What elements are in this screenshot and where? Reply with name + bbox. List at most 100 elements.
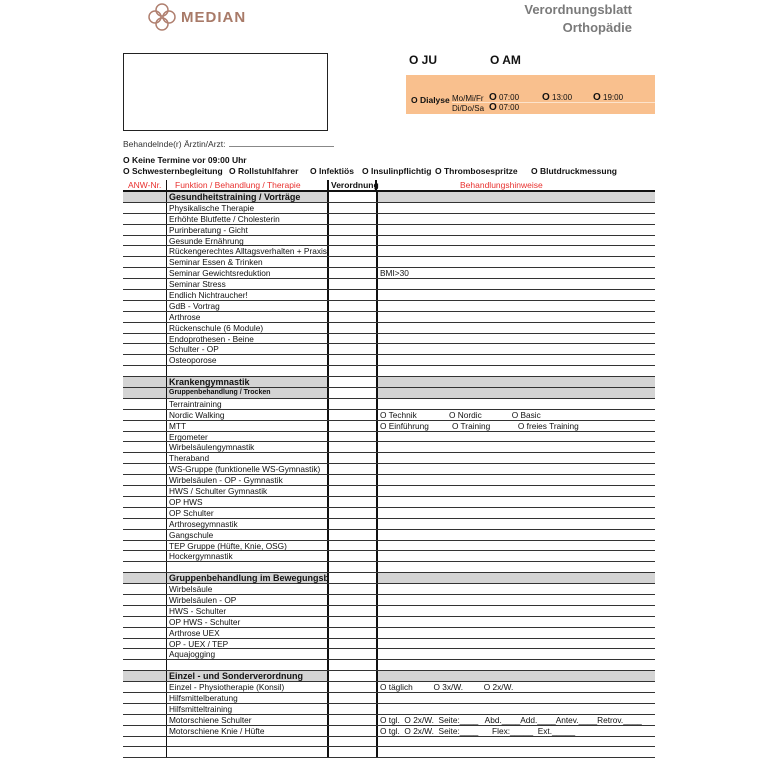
- hinweis-cell[interactable]: [376, 475, 655, 486]
- anw-cell[interactable]: [123, 268, 166, 278]
- patient-label-box[interactable]: [123, 53, 328, 131]
- anw-cell[interactable]: [123, 649, 166, 659]
- anw-cell[interactable]: [123, 279, 166, 289]
- hinweis-cell[interactable]: [376, 605, 655, 616]
- verordnung-cell[interactable]: [327, 333, 376, 344]
- hinweis-cell[interactable]: [376, 366, 655, 377]
- verordnung-cell[interactable]: [327, 257, 376, 268]
- anw-cell[interactable]: [123, 726, 166, 736]
- hinweis-cell[interactable]: [376, 322, 655, 333]
- hinweis-cell[interactable]: [376, 246, 655, 257]
- anw-cell[interactable]: [123, 606, 166, 616]
- verordnung-cell[interactable]: [327, 551, 376, 562]
- verordnung-cell[interactable]: [327, 660, 376, 671]
- verordnung-cell[interactable]: [327, 616, 376, 627]
- hinweis-cell[interactable]: [376, 202, 655, 213]
- hinweis-cell[interactable]: [376, 311, 655, 322]
- anw-cell[interactable]: [123, 541, 166, 551]
- anw-cell[interactable]: [123, 562, 166, 572]
- hinweis-cell[interactable]: O täglich O 3x/W. O 2x/W.: [376, 682, 655, 692]
- hinweis-cell[interactable]: [376, 398, 655, 409]
- hinweis-cell[interactable]: [376, 562, 655, 573]
- verordnung-cell[interactable]: [327, 344, 376, 355]
- hinweis-cell[interactable]: [376, 235, 655, 246]
- verordnung-cell[interactable]: [327, 638, 376, 649]
- anw-cell[interactable]: [123, 584, 166, 594]
- hinweis-cell[interactable]: O tgl. O 2x/W. Seite:____ Flex:_____ Ext…: [376, 725, 655, 736]
- hinweis-cell[interactable]: [376, 224, 655, 235]
- anw-cell[interactable]: [123, 290, 166, 300]
- verordnung-cell[interactable]: [327, 540, 376, 551]
- anw-cell[interactable]: [123, 693, 166, 703]
- hinweis-cell[interactable]: [376, 290, 655, 300]
- doctor-field[interactable]: Behandelnde(r) Ärztin/Arzt:: [123, 139, 334, 149]
- hinweis-cell[interactable]: [376, 649, 655, 660]
- anw-cell[interactable]: [123, 715, 166, 725]
- anw-cell[interactable]: [123, 203, 166, 213]
- anw-cell[interactable]: [123, 682, 166, 692]
- verordnung-cell[interactable]: [327, 300, 376, 311]
- anw-cell[interactable]: [123, 257, 166, 267]
- hinweis-cell[interactable]: [376, 551, 655, 562]
- hinweis-cell[interactable]: [376, 529, 655, 540]
- hinweis-cell[interactable]: [376, 464, 655, 475]
- slot-3[interactable]: O 19:00: [593, 92, 624, 103]
- anw-cell[interactable]: [123, 737, 166, 747]
- anw-cell[interactable]: [123, 344, 166, 354]
- hinweis-cell[interactable]: [376, 192, 655, 202]
- verordnung-cell[interactable]: [327, 747, 376, 758]
- anw-cell[interactable]: [123, 366, 166, 376]
- hinweis-cell[interactable]: O Technik O Nordic O Basic: [376, 409, 655, 420]
- hinweis-cell[interactable]: [376, 616, 655, 627]
- verordnung-cell[interactable]: [327, 453, 376, 464]
- hinweis-cell[interactable]: [376, 279, 655, 290]
- verordnung-cell[interactable]: [327, 290, 376, 300]
- hinweis-cell[interactable]: [376, 486, 655, 496]
- hinweis-cell[interactable]: [376, 496, 655, 507]
- anw-cell[interactable]: [123, 323, 166, 333]
- anw-cell[interactable]: [123, 214, 166, 224]
- anw-cell[interactable]: [123, 519, 166, 529]
- hinweis-cell[interactable]: [376, 213, 655, 224]
- hinweis-cell[interactable]: O Einführung O Training O freies Trainin…: [376, 420, 655, 431]
- verordnung-cell[interactable]: [327, 562, 376, 573]
- verordnung-cell[interactable]: [327, 192, 376, 202]
- hinweis-cell[interactable]: [376, 703, 655, 714]
- verordnung-cell[interactable]: [327, 486, 376, 496]
- verordnung-cell[interactable]: [327, 213, 376, 224]
- anw-cell[interactable]: [123, 388, 166, 398]
- verordnung-cell[interactable]: [327, 431, 376, 442]
- verordnung-cell[interactable]: [327, 703, 376, 714]
- anw-cell[interactable]: [123, 747, 166, 757]
- flag-1[interactable]: O Rollstuhlfahrer: [229, 166, 299, 176]
- hinweis-cell[interactable]: BMI>30: [376, 268, 655, 279]
- hinweis-cell[interactable]: [376, 638, 655, 649]
- anw-cell[interactable]: [123, 334, 166, 344]
- verordnung-cell[interactable]: [327, 529, 376, 540]
- verordnung-cell[interactable]: [327, 442, 376, 453]
- verordnung-cell[interactable]: [327, 725, 376, 736]
- verordnung-cell[interactable]: [327, 464, 376, 475]
- verordnung-cell[interactable]: [327, 420, 376, 431]
- verordnung-cell[interactable]: [327, 355, 376, 366]
- anw-cell[interactable]: [123, 475, 166, 485]
- anw-cell[interactable]: [123, 704, 166, 714]
- anw-cell[interactable]: [123, 399, 166, 409]
- option-am[interactable]: O AM: [490, 53, 521, 67]
- verordnung-cell[interactable]: [327, 475, 376, 486]
- verordnung-cell[interactable]: [327, 377, 376, 388]
- verordnung-cell[interactable]: [327, 235, 376, 246]
- anw-cell[interactable]: [123, 660, 166, 670]
- hinweis-cell[interactable]: [376, 431, 655, 442]
- anw-cell[interactable]: [123, 464, 166, 474]
- hinweis-cell[interactable]: [376, 671, 655, 682]
- hinweis-cell[interactable]: [376, 344, 655, 355]
- hinweis-cell[interactable]: [376, 627, 655, 638]
- verordnung-cell[interactable]: [327, 573, 376, 584]
- verordnung-cell[interactable]: [327, 322, 376, 333]
- anw-cell[interactable]: [123, 312, 166, 322]
- verordnung-cell[interactable]: [327, 246, 376, 257]
- hinweis-cell[interactable]: [376, 573, 655, 584]
- verordnung-cell[interactable]: [327, 409, 376, 420]
- flag-2[interactable]: O Infektiös: [310, 166, 354, 176]
